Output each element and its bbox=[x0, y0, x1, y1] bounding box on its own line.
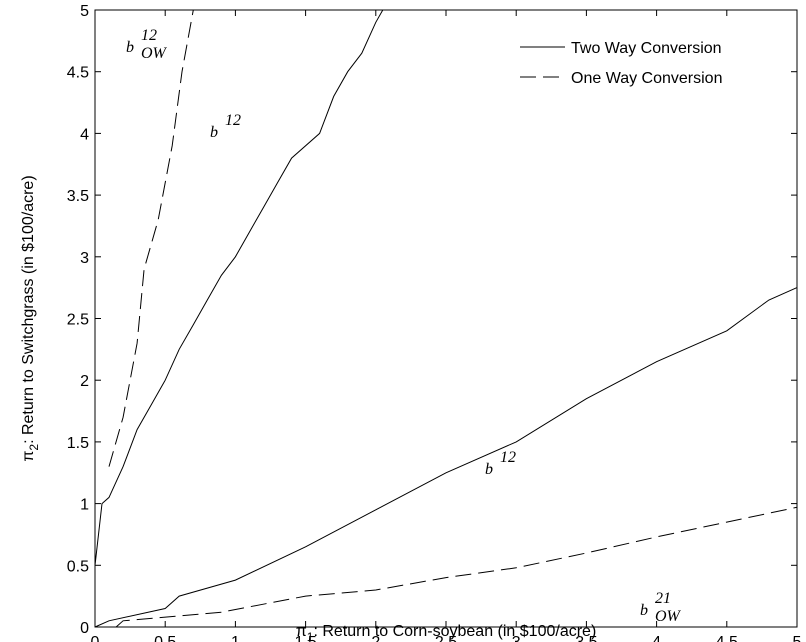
x-tick-label: 4.5 bbox=[716, 634, 738, 642]
annotation-base: b bbox=[485, 461, 493, 478]
x-label-sub: 1 bbox=[307, 630, 314, 642]
annotation-sup: 12 bbox=[225, 112, 241, 129]
annotation-base: b bbox=[640, 602, 648, 619]
y-tick-label: 4.5 bbox=[67, 65, 89, 82]
y-axis-label: π2: Return to Switchgrass (in $100/acre) bbox=[20, 175, 41, 461]
x-tick-label: 3 bbox=[512, 634, 521, 642]
y-tick-label: 2.5 bbox=[67, 312, 89, 329]
x-tick-label: 5 bbox=[793, 634, 802, 642]
y-tick-label: 1 bbox=[80, 497, 89, 514]
x-label-text: : Return to Corn-soybean (in $100/acre) bbox=[313, 623, 596, 640]
series-line bbox=[94, 9, 384, 566]
y-tick-label: 4 bbox=[80, 126, 89, 143]
y-tick-label: 5 bbox=[80, 3, 89, 20]
y-label-symbol: π bbox=[20, 451, 37, 462]
annotation-sup: 12 bbox=[500, 449, 516, 466]
y-tick-label: 2 bbox=[80, 373, 89, 390]
x-tick-label: 0.5 bbox=[154, 634, 176, 642]
y-tick-label: 3.5 bbox=[67, 188, 89, 205]
annotation-sub: OW bbox=[141, 45, 168, 62]
x-axis-label: π1: Return to Corn-soybean (in $100/acre… bbox=[296, 623, 597, 642]
y-tick-label: 3 bbox=[80, 250, 89, 267]
y-label-sub: 2 bbox=[27, 444, 41, 451]
annotation-base: b bbox=[210, 124, 218, 141]
legend-label: Two Way Conversion bbox=[571, 40, 722, 57]
series-line bbox=[94, 287, 798, 628]
y-tick-label: 1.5 bbox=[67, 435, 89, 452]
annotation-sup: 21 bbox=[655, 590, 671, 607]
x-tick-label: 0 bbox=[91, 634, 100, 642]
y-tick-label: 0.5 bbox=[67, 558, 89, 575]
annotation-sup: 12 bbox=[141, 27, 157, 44]
x-tick-label: 3.5 bbox=[575, 634, 597, 642]
y-tick-label: 0 bbox=[80, 620, 89, 637]
x-tick-label: 2.5 bbox=[435, 634, 457, 642]
x-label-symbol: π bbox=[296, 623, 307, 640]
series-line bbox=[108, 9, 194, 467]
x-tick-label: 1 bbox=[231, 634, 240, 642]
annotation-base: b bbox=[126, 39, 134, 56]
x-tick-label: 1.5 bbox=[294, 634, 316, 642]
plot-frame bbox=[94, 9, 798, 628]
x-tick-label: 2 bbox=[371, 634, 380, 642]
x-tick-label: 4 bbox=[652, 634, 661, 642]
legend-label: One Way Conversion bbox=[571, 70, 722, 87]
y-label-text: : Return to Switchgrass (in $100/acre) bbox=[20, 175, 37, 444]
series-line bbox=[115, 506, 798, 628]
annotation-sub: OW bbox=[655, 608, 682, 625]
